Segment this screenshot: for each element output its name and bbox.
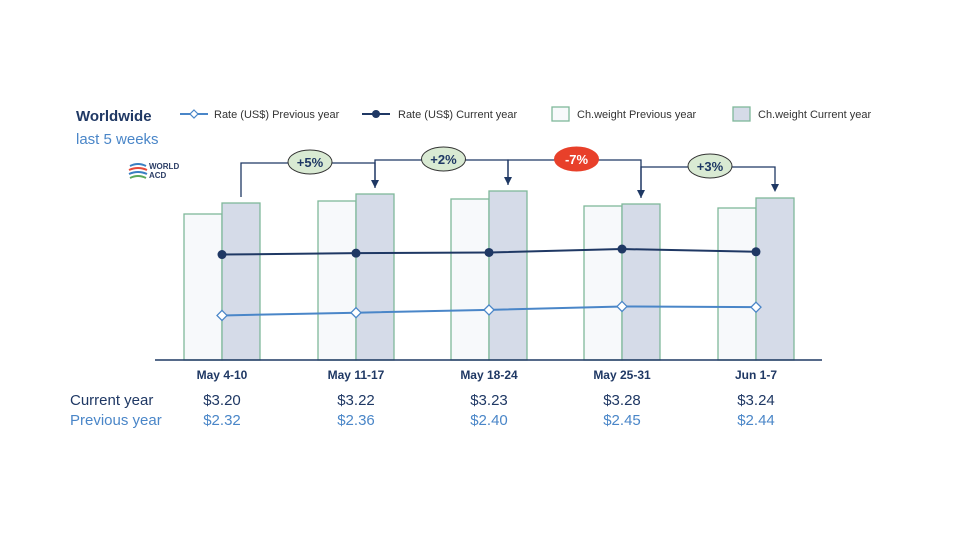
- connector-arrow: [771, 184, 779, 192]
- legend: Rate (US$) Previous year Rate (US$) Curre…: [180, 106, 871, 122]
- category-labels: May 4-10 May 11-17 May 18-24 May 25-31 Jun 1…: [197, 368, 778, 382]
- current-year-rate-value: $3.24: [737, 392, 775, 409]
- worldacd-logo: WORLD ACD: [128, 161, 198, 187]
- previous-year-row-label: Previous year: [70, 412, 162, 429]
- bar-previous-year: [583, 205, 623, 361]
- legend-rate-current-label: Rate (US$) Current year: [398, 109, 518, 121]
- change-bubble: [554, 146, 599, 172]
- change-bubble: [687, 153, 733, 179]
- bar-previous-year: [183, 213, 223, 361]
- current-year-rate-value: $3.28: [603, 392, 641, 409]
- change-label: -7%: [565, 152, 589, 167]
- bar-current-year: [488, 190, 528, 361]
- connectors-layer: +5% +2% -7% +3%: [240, 146, 779, 198]
- previous-year-rate-value: $2.40: [470, 412, 508, 429]
- rate-current-year-point: [351, 248, 361, 258]
- bars-layer: [183, 190, 795, 361]
- x-tick-label: May 25-31: [593, 368, 651, 382]
- change-label: +3%: [697, 159, 724, 174]
- rate-previous-year-point: [483, 304, 495, 316]
- bar-previous-year: [317, 200, 357, 361]
- previous-year-rate-value: $2.32: [203, 412, 241, 429]
- change-label: +5%: [297, 155, 324, 170]
- legend-rate-previous-label: Rate (US$) Previous year: [214, 109, 340, 121]
- logo-line-1: WORLD: [149, 162, 180, 171]
- legend-weight-current-label: Ch.weight Current year: [758, 109, 871, 121]
- chart-title: Worldwide: [76, 108, 152, 125]
- rate-previous-year-point: [750, 301, 762, 314]
- rate-current-year-point: [484, 247, 494, 257]
- change-label: +2%: [430, 152, 457, 167]
- x-tick-label: May 4-10: [197, 368, 248, 382]
- previous-year-rate-value: $2.45: [603, 412, 641, 429]
- current-year-row-label: Current year: [70, 392, 154, 409]
- previous-year-rate-value: $2.44: [737, 412, 775, 429]
- previous-year-rate-value: $2.36: [337, 412, 375, 429]
- lines-layer: [216, 244, 762, 322]
- bar-current-year: [755, 197, 795, 361]
- bar-previous-year: [450, 198, 490, 361]
- globe-icon: [128, 163, 148, 179]
- x-tick-label: May 18-24: [460, 368, 518, 382]
- legend-rate-current-marker: [372, 110, 380, 118]
- legend-weight-current-swatch: [732, 106, 751, 122]
- x-tick-label: May 11-17: [328, 368, 385, 382]
- rate-previous-year-point: [216, 309, 228, 322]
- legend-weight-previous-swatch: [551, 106, 570, 122]
- current-year-rate-value: $3.22: [337, 392, 375, 409]
- bar-current-year: [355, 193, 395, 361]
- bar-previous-year: [717, 207, 757, 361]
- legend-rate-previous-marker: [189, 109, 199, 119]
- change-bubble: [287, 149, 333, 175]
- bar-current-year: [621, 203, 661, 361]
- legend-weight-previous-label: Ch.weight Previous year: [577, 109, 697, 121]
- rate-current-year-point: [217, 250, 227, 260]
- bar-current-year: [221, 202, 261, 361]
- rate-previous-year-point: [350, 306, 362, 319]
- current-year-rate-value: $3.20: [203, 392, 241, 409]
- rate-current-year-point: [751, 247, 761, 257]
- rate-previous-year-point: [616, 300, 628, 313]
- current-year-rate-value: $3.23: [470, 392, 508, 409]
- rate-current-year-point: [617, 244, 627, 254]
- logo-line-2: ACD: [149, 171, 167, 180]
- x-tick-label: Jun 1-7: [735, 368, 777, 382]
- chart-subtitle: last 5 weeks: [76, 131, 159, 148]
- change-bubble: [421, 146, 466, 172]
